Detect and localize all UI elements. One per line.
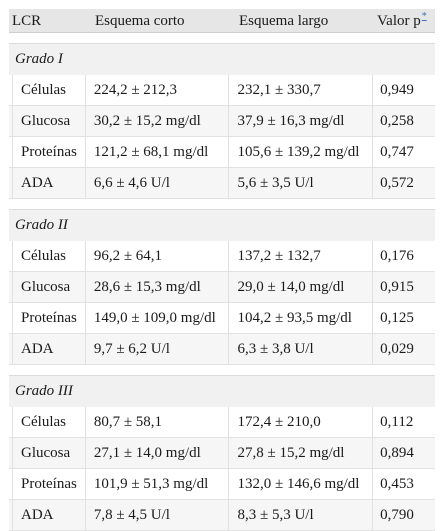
cell-largo: 37,9 ± 16,3 mg/dl xyxy=(228,106,372,136)
cell-p: 0,453 xyxy=(372,469,435,499)
row-label: Células xyxy=(21,247,66,264)
cell-corto: 28,6 ± 15,3 mg/dl xyxy=(84,272,229,302)
cell-p: 0,915 xyxy=(372,272,435,302)
cell-largo: 232,1 ± 330,7 xyxy=(228,75,372,105)
table-row: Proteínas 149,0 ± 109,0 mg/dl 104,2 ± 93… xyxy=(9,303,435,334)
row-label: Células xyxy=(21,413,66,430)
cell-corto: 96,2 ± 64,1 xyxy=(84,241,229,271)
group-header-grado-i: Grado I xyxy=(9,43,435,75)
cell-p: 0,112 xyxy=(372,407,435,437)
comparison-table: LCR Esquema corto Esquema largo Valor p *… xyxy=(9,9,435,531)
table-row: Glucosa 30,2 ± 15,2 mg/dl 37,9 ± 16,3 mg… xyxy=(9,106,435,137)
header-esquema-corto: Esquema corto xyxy=(95,13,185,29)
group-title: Grado II xyxy=(15,217,68,233)
cell-corto: 7,8 ± 4,5 U/l xyxy=(84,500,229,530)
header-esquema-largo: Esquema largo xyxy=(239,13,329,29)
cell-corto: 80,7 ± 58,1 xyxy=(84,407,229,437)
row-label: Glucosa xyxy=(21,278,71,295)
table-row: Células 224,2 ± 212,3 232,1 ± 330,7 0,94… xyxy=(9,75,435,106)
cell-corto: 149,0 ± 109,0 mg/dl xyxy=(84,303,229,333)
cell-largo: 8,3 ± 5,3 U/l xyxy=(228,500,372,530)
table-header-row: LCR Esquema corto Esquema largo Valor p * xyxy=(9,9,435,33)
cell-largo: 5,6 ± 3,5 U/l xyxy=(228,168,372,198)
row-label: ADA xyxy=(21,174,54,191)
cell-corto: 6,6 ± 4,6 U/l xyxy=(84,168,229,198)
cell-corto: 27,1 ± 14,0 mg/dl xyxy=(84,438,229,468)
cell-p: 0,572 xyxy=(372,168,435,198)
table-row: Células 80,7 ± 58,1 172,4 ± 210,0 0,112 xyxy=(9,407,435,438)
header-valor-p: Valor p * xyxy=(372,9,435,32)
row-label: Proteínas xyxy=(21,309,77,326)
cell-p: 0,894 xyxy=(372,438,435,468)
table-row: Células 96,2 ± 64,1 137,2 ± 132,7 0,176 xyxy=(9,241,435,272)
group-title: Grado I xyxy=(15,51,63,67)
table-row: Proteínas 121,2 ± 68,1 mg/dl 105,6 ± 139… xyxy=(9,137,435,168)
row-label: ADA xyxy=(21,340,54,357)
cell-p: 0,258 xyxy=(372,106,435,136)
cell-largo: 137,2 ± 132,7 xyxy=(228,241,372,271)
spacer xyxy=(9,33,435,43)
spacer xyxy=(9,199,435,209)
header-lcr: LCR xyxy=(12,13,42,29)
table-row: Glucosa 28,6 ± 15,3 mg/dl 29,0 ± 14,0 mg… xyxy=(9,272,435,303)
table-row: ADA 6,6 ± 4,6 U/l 5,6 ± 3,5 U/l 0,572 xyxy=(9,168,435,199)
cell-largo: 104,2 ± 93,5 mg/dl xyxy=(228,303,372,333)
cell-corto: 9,7 ± 6,2 U/l xyxy=(84,334,229,364)
row-label: Proteínas xyxy=(21,475,77,492)
row-label: Células xyxy=(21,81,66,98)
cell-largo: 27,8 ± 15,2 mg/dl xyxy=(228,438,372,468)
header-valor-p-label: Valor p xyxy=(377,13,421,29)
row-label: Proteínas xyxy=(21,143,77,160)
cell-corto: 30,2 ± 15,2 mg/dl xyxy=(84,106,229,136)
row-label: Glucosa xyxy=(21,112,71,129)
row-label: ADA xyxy=(21,506,54,523)
group-title: Grado III xyxy=(15,383,73,399)
cell-largo: 29,0 ± 14,0 mg/dl xyxy=(228,272,372,302)
table-row: Proteínas 101,9 ± 51,3 mg/dl 132,0 ± 146… xyxy=(9,469,435,500)
cell-p: 0,176 xyxy=(372,241,435,271)
table-row: Glucosa 27,1 ± 14,0 mg/dl 27,8 ± 15,2 mg… xyxy=(9,438,435,469)
table-row: ADA 9,7 ± 6,2 U/l 6,3 ± 3,8 U/l 0,029 xyxy=(9,334,435,365)
spacer xyxy=(9,365,435,375)
group-header-grado-ii: Grado II xyxy=(9,209,435,241)
cell-p: 0,790 xyxy=(372,500,435,530)
cell-corto: 121,2 ± 68,1 mg/dl xyxy=(84,137,229,167)
cell-p: 0,949 xyxy=(372,75,435,105)
cell-p: 0,747 xyxy=(372,137,435,167)
cell-corto: 224,2 ± 212,3 xyxy=(84,75,229,105)
row-label: Glucosa xyxy=(21,444,71,461)
cell-corto: 101,9 ± 51,3 mg/dl xyxy=(84,469,229,499)
cell-largo: 6,3 ± 3,8 U/l xyxy=(228,334,372,364)
footnote-link[interactable]: * xyxy=(421,10,427,22)
cell-largo: 105,6 ± 139,2 mg/dl xyxy=(228,137,372,167)
cell-largo: 132,0 ± 146,6 mg/dl xyxy=(228,469,372,499)
group-header-grado-iii: Grado III xyxy=(9,375,435,407)
cell-largo: 172,4 ± 210,0 xyxy=(228,407,372,437)
cell-p: 0,029 xyxy=(372,334,435,364)
cell-p: 0,125 xyxy=(372,303,435,333)
table-row: ADA 7,8 ± 4,5 U/l 8,3 ± 5,3 U/l 0,790 xyxy=(9,500,435,531)
